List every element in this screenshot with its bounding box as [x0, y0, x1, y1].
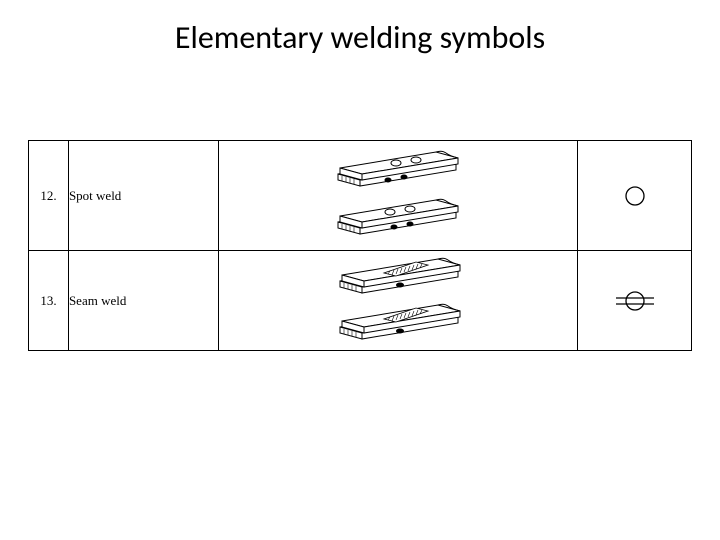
spot-weld-symbol-icon	[615, 176, 655, 216]
row-number: 12.	[29, 141, 69, 251]
seam-weld-symbol-icon	[610, 281, 660, 321]
row-number: 13.	[29, 251, 69, 351]
row-symbol	[578, 141, 692, 251]
symbols-table: 12. Spot weld	[28, 140, 692, 351]
row-illustration	[218, 141, 578, 251]
row-name: Spot weld	[68, 141, 218, 251]
page-title: Elementary welding symbols	[0, 18, 720, 57]
row-symbol	[578, 251, 692, 351]
row-illustration	[218, 251, 578, 351]
seam-weld-illustration	[298, 255, 498, 347]
slide: Elementary welding symbols 12. Spot weld	[0, 0, 720, 540]
table-row: 13. Seam weld	[29, 251, 692, 351]
row-name: Seam weld	[68, 251, 218, 351]
spot-weld-illustration	[298, 146, 498, 246]
table-row: 12. Spot weld	[29, 141, 692, 251]
